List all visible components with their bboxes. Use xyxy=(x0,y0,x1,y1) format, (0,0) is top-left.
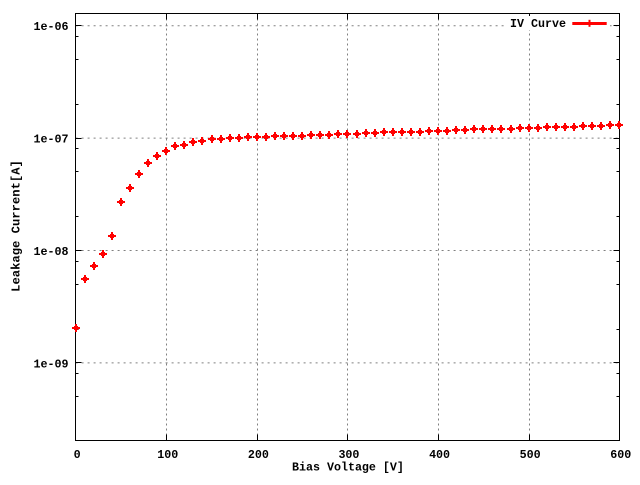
svg-text:Leakage Current[A]: Leakage Current[A] xyxy=(10,160,24,292)
svg-text:600: 600 xyxy=(610,448,631,462)
svg-text:1e-09: 1e-09 xyxy=(34,357,69,371)
svg-text:400: 400 xyxy=(429,448,450,462)
svg-text:300: 300 xyxy=(338,448,359,462)
svg-text:500: 500 xyxy=(520,448,541,462)
svg-text:0: 0 xyxy=(74,448,81,462)
svg-text:100: 100 xyxy=(157,448,178,462)
svg-text:1e-08: 1e-08 xyxy=(34,245,69,259)
svg-text:200: 200 xyxy=(248,448,269,462)
svg-text:1e-06: 1e-06 xyxy=(34,20,69,34)
svg-text:IV Curve: IV Curve xyxy=(510,17,566,31)
svg-text:Bias Voltage [V]: Bias Voltage [V] xyxy=(292,460,404,474)
svg-text:1e-07: 1e-07 xyxy=(34,133,69,147)
